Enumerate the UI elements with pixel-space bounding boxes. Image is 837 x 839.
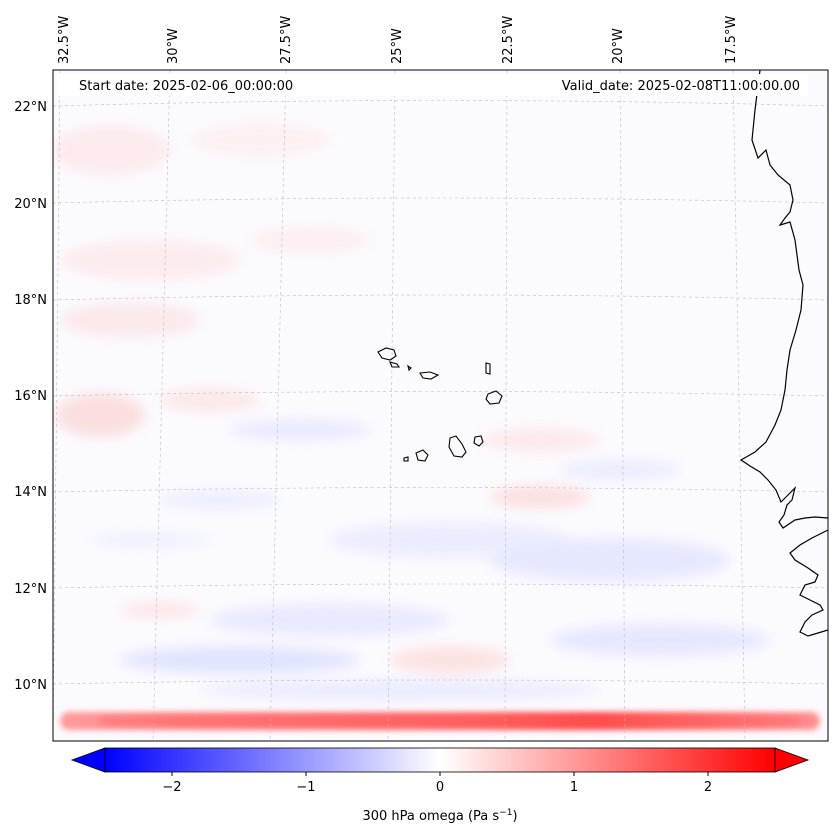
lon-label-25w: 25°W (390, 28, 405, 64)
lat-label-14n: 14°N (14, 485, 47, 500)
map-frame (52, 69, 829, 742)
lon-label-20w: 20°W (611, 28, 626, 64)
lat-label-16n: 16°N (14, 389, 47, 404)
colorbar-tick-label: 0 (436, 780, 444, 795)
lat-label-20n: 20°N (14, 197, 47, 212)
start-date-label: Start date: 2025-02-06_00:00:00 (79, 79, 293, 94)
lat-label-10n: 10°N (14, 678, 47, 693)
colorbar-gradient (104, 747, 776, 773)
latitude-labels: 22°N 20°N 18°N 16°N 14°N 12°N 10°N (14, 100, 47, 693)
lat-label-18n: 18°N (14, 293, 47, 308)
lat-label-12n: 12°N (14, 582, 47, 597)
colorbar-tick-label: −2 (162, 780, 181, 795)
omega-field (53, 70, 828, 741)
africa-coastline (739, 70, 828, 637)
colorbar-extend-low (70, 747, 106, 773)
lon-label-17-5w: 17.5°W (724, 16, 739, 64)
colorbar-tick-label: 2 (704, 780, 712, 795)
colorbar-tick-label: −1 (296, 780, 315, 795)
colorbar-label: 300 hPa omega (Pa s−1) (362, 808, 517, 824)
valid-date-label: Valid_date: 2025-02-08T11:00:00.00 (562, 79, 800, 94)
colorbar-tick-label: 1 (570, 780, 578, 795)
lon-label-27-5w: 27.5°W (279, 16, 294, 64)
colorbar-extend-high (774, 747, 810, 773)
lon-label-30w: 30°W (166, 28, 181, 64)
lat-label-22n: 22°N (14, 100, 47, 115)
annotation-background (57, 74, 808, 96)
colorbar: −2 −1 0 1 2 300 hPa omega (Pa s−1) (70, 747, 810, 824)
lon-label-22-5w: 22.5°W (501, 16, 516, 64)
graticule (53, 70, 828, 741)
longitude-labels: 32.5°W 30°W 27.5°W 25°W 22.5°W 20°W 17.5… (57, 16, 739, 64)
lon-label-32-5w: 32.5°W (57, 16, 72, 64)
cape-verde-islands (377, 347, 503, 462)
